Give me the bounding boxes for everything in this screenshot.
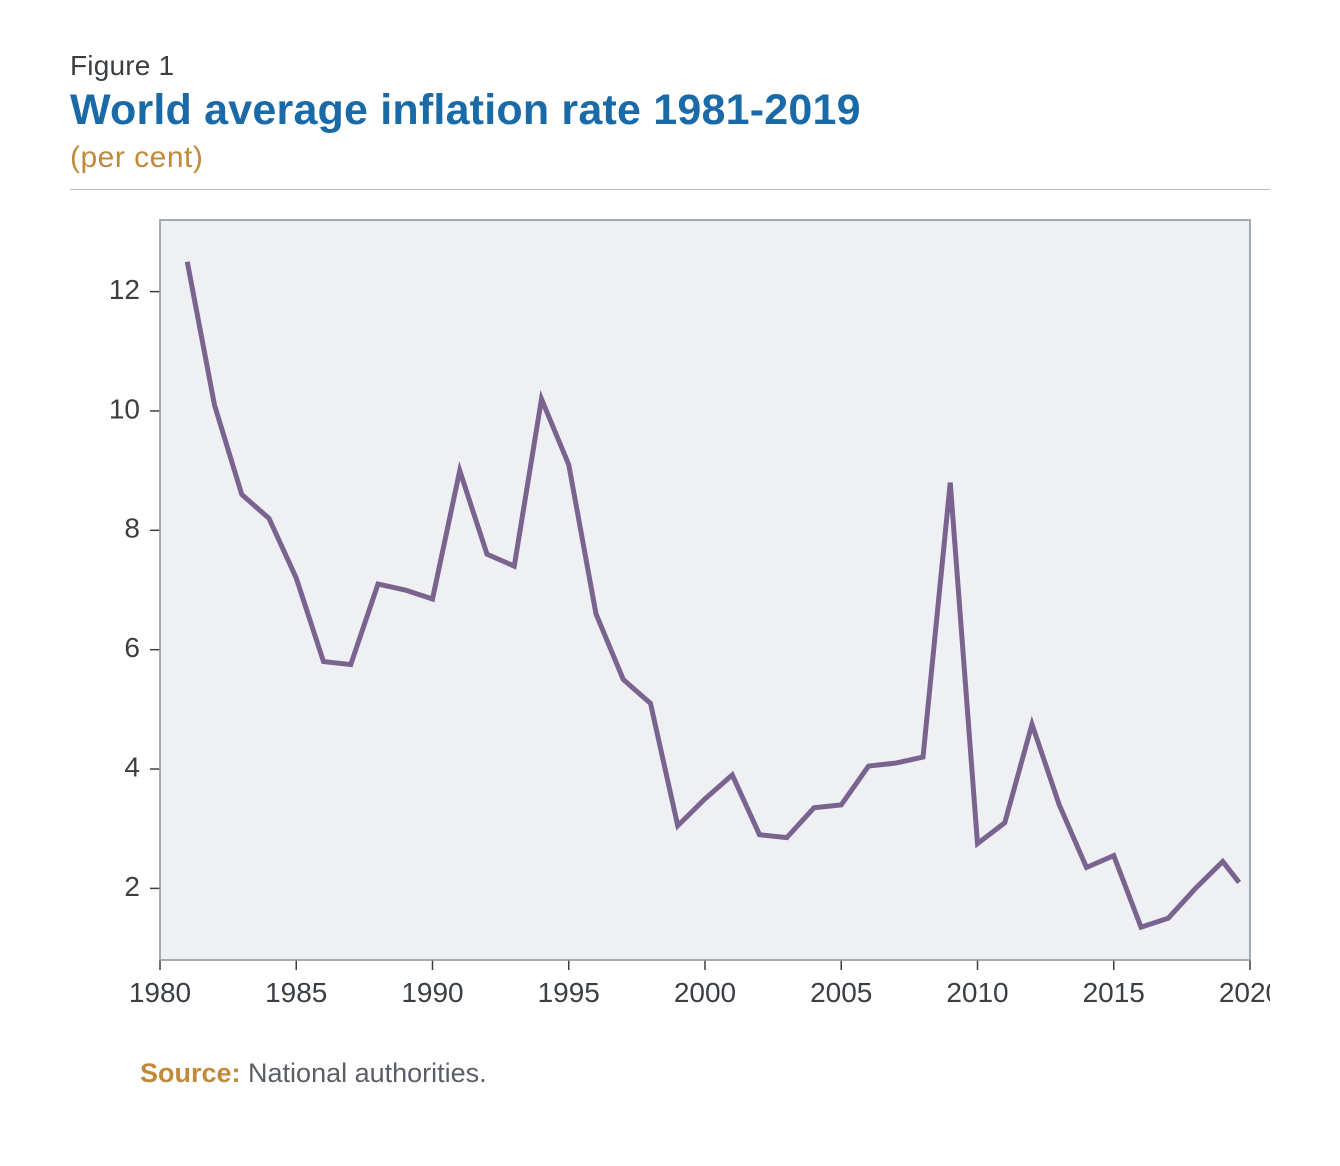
y-tick-label: 4 xyxy=(124,751,140,782)
line-chart-svg: 2 4 6 8 10 12 1980 1985 1990 1995 2000 2005 2010 2015… xyxy=(70,200,1270,1030)
chart: 2 4 6 8 10 12 1980 1985 1990 1995 2000 2005 2010 2015… xyxy=(70,200,1270,1030)
x-tick-label: 2000 xyxy=(674,977,736,1008)
y-tick-label: 2 xyxy=(124,871,140,902)
x-tick-label: 1985 xyxy=(265,977,327,1008)
y-tick-label: 6 xyxy=(124,632,140,663)
source-text: National authorities. xyxy=(241,1058,487,1088)
x-tick-label: 1980 xyxy=(129,977,191,1008)
x-tick-label: 2015 xyxy=(1083,977,1145,1008)
x-tick-label: 1995 xyxy=(538,977,600,1008)
plot-area xyxy=(160,220,1250,960)
figure-label: Figure 1 xyxy=(70,50,1270,82)
figure-title: World average inflation rate 1981-2019 xyxy=(70,86,1270,135)
x-tick-label: 2010 xyxy=(946,977,1008,1008)
x-tick-label: 2020 xyxy=(1219,977,1270,1008)
header-rule xyxy=(70,189,1270,190)
source-label: Source: xyxy=(140,1058,241,1088)
figure-subtitle: (per cent) xyxy=(70,141,1270,175)
y-tick-label: 8 xyxy=(124,513,140,544)
figure-container: Figure 1 World average inflation rate 19… xyxy=(0,0,1340,1166)
y-tick-label: 10 xyxy=(109,393,140,424)
y-tick-label: 12 xyxy=(109,274,140,305)
x-tick-label: 1990 xyxy=(401,977,463,1008)
x-tick-label: 2005 xyxy=(810,977,872,1008)
source-line: Source: National authorities. xyxy=(140,1058,1270,1089)
